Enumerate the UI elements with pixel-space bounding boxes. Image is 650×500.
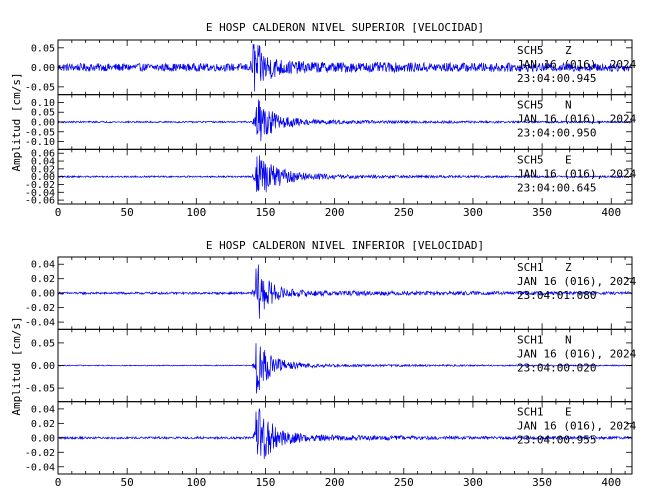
y-tick-label: 0.00 bbox=[31, 289, 55, 300]
station-code: SCH1 bbox=[517, 333, 544, 346]
x-tick-label: 0 bbox=[55, 206, 62, 219]
x-tick-label: 100 bbox=[186, 206, 206, 219]
y-tick-label: 0.04 bbox=[31, 260, 55, 271]
y-tick-label: -0.02 bbox=[25, 448, 55, 459]
record-date: JAN 16 (016), 2024 bbox=[517, 347, 637, 360]
waveform-line bbox=[57, 408, 632, 459]
station-code: SCH5 bbox=[517, 99, 544, 112]
record-date: JAN 16 (016), 2024 bbox=[517, 113, 637, 126]
station-code: SCH1 bbox=[517, 261, 544, 274]
waveform-line bbox=[57, 99, 632, 142]
y-tick-label: 0.04 bbox=[31, 404, 55, 415]
record-time: 23:04:00.645 bbox=[517, 181, 596, 194]
x-tick-label: 300 bbox=[463, 206, 483, 219]
y-tick-label: 0.02 bbox=[31, 164, 55, 175]
component-code: E bbox=[565, 406, 572, 419]
y-tick-label: 0.00 bbox=[31, 172, 55, 183]
record-time: 23:04:00.020 bbox=[517, 361, 596, 374]
component-code: N bbox=[565, 99, 572, 112]
component-code: Z bbox=[565, 261, 572, 274]
component-code: E bbox=[565, 153, 572, 166]
record-date: JAN 16 (016), 2024 bbox=[517, 58, 637, 71]
x-tick-label: 50 bbox=[121, 476, 134, 489]
station-code: SCH1 bbox=[517, 406, 544, 419]
y-tick-label: 0.00 bbox=[31, 433, 55, 444]
x-tick-label: 100 bbox=[186, 476, 206, 489]
station-code: SCH5 bbox=[517, 44, 544, 57]
y-tick-label: 0.00 bbox=[31, 118, 55, 129]
y-tick-label: 0.00 bbox=[31, 63, 55, 74]
y-axis-label: Amplitud [cm/s] bbox=[10, 316, 23, 415]
y-tick-label: 0.00 bbox=[31, 361, 55, 372]
y-tick-label: 0.06 bbox=[31, 149, 55, 160]
y-tick-label: 0.02 bbox=[31, 419, 55, 430]
x-tick-label: 0 bbox=[55, 476, 62, 489]
x-tick-label: 300 bbox=[463, 476, 483, 489]
chart-2: E HOSP CALDERON NIVEL INFERIOR [VELOCIDA… bbox=[10, 239, 637, 489]
chart-title: E HOSP CALDERON NIVEL INFERIOR [VELOCIDA… bbox=[206, 239, 484, 252]
y-tick-label: 0.05 bbox=[31, 43, 55, 54]
y-axis-label: Amplitud [cm/s] bbox=[10, 72, 23, 171]
x-tick-label: 200 bbox=[325, 476, 345, 489]
y-tick-label: -0.05 bbox=[25, 384, 55, 395]
y-tick-label: -0.02 bbox=[25, 303, 55, 314]
x-tick-label: 150 bbox=[256, 206, 276, 219]
x-tick-label: 250 bbox=[394, 206, 414, 219]
y-tick-label: -0.04 bbox=[25, 188, 55, 199]
y-tick-label: -0.04 bbox=[25, 318, 55, 329]
y-tick-label: -0.02 bbox=[25, 180, 55, 191]
record-date: JAN 16 (016), 2024 bbox=[517, 167, 637, 180]
record-time: 23:04:00.950 bbox=[517, 127, 596, 140]
x-tick-label: 400 bbox=[601, 206, 621, 219]
y-tick-label: 0.04 bbox=[31, 157, 55, 168]
x-tick-label: 50 bbox=[121, 206, 134, 219]
x-tick-label: 400 bbox=[601, 476, 621, 489]
x-tick-label: 250 bbox=[394, 476, 414, 489]
record-time: 23:04:00.955 bbox=[517, 434, 596, 447]
y-tick-label: -0.05 bbox=[25, 127, 55, 138]
chart-title: E HOSP CALDERON NIVEL SUPERIOR [VELOCIDA… bbox=[206, 21, 484, 34]
x-tick-label: 150 bbox=[256, 476, 276, 489]
record-date: JAN 16 (016), 2024 bbox=[517, 275, 637, 288]
component-code: Z bbox=[565, 44, 572, 57]
record-time: 23:04:01.080 bbox=[517, 289, 596, 302]
chart-1: E HOSP CALDERON NIVEL SUPERIOR [VELOCIDA… bbox=[10, 21, 637, 219]
waveform-line bbox=[57, 44, 632, 92]
y-tick-label: 0.10 bbox=[31, 98, 55, 109]
waveform-line bbox=[57, 264, 632, 319]
record-time: 23:04:00.945 bbox=[517, 72, 596, 85]
x-tick-label: 350 bbox=[532, 476, 552, 489]
trace-panel-sch5-e: 0.060.040.020.00-0.02-0.04-0.06 SCH5 EJAN … bbox=[25, 149, 637, 207]
y-tick-label: -0.10 bbox=[25, 137, 55, 148]
station-code: SCH5 bbox=[517, 153, 544, 166]
y-tick-label: 0.05 bbox=[31, 108, 55, 119]
component-code: N bbox=[565, 333, 572, 346]
y-tick-label: -0.04 bbox=[25, 462, 55, 473]
x-tick-label: 200 bbox=[325, 206, 345, 219]
waveform-line bbox=[57, 343, 632, 394]
record-date: JAN 16 (016), 2024 bbox=[517, 420, 637, 433]
y-tick-label: 0.05 bbox=[31, 338, 55, 349]
waveform-line bbox=[57, 155, 632, 193]
y-tick-label: 0.02 bbox=[31, 274, 55, 285]
x-tick-label: 350 bbox=[532, 206, 552, 219]
y-tick-label: -0.05 bbox=[25, 82, 55, 93]
y-tick-label: -0.06 bbox=[25, 196, 55, 207]
